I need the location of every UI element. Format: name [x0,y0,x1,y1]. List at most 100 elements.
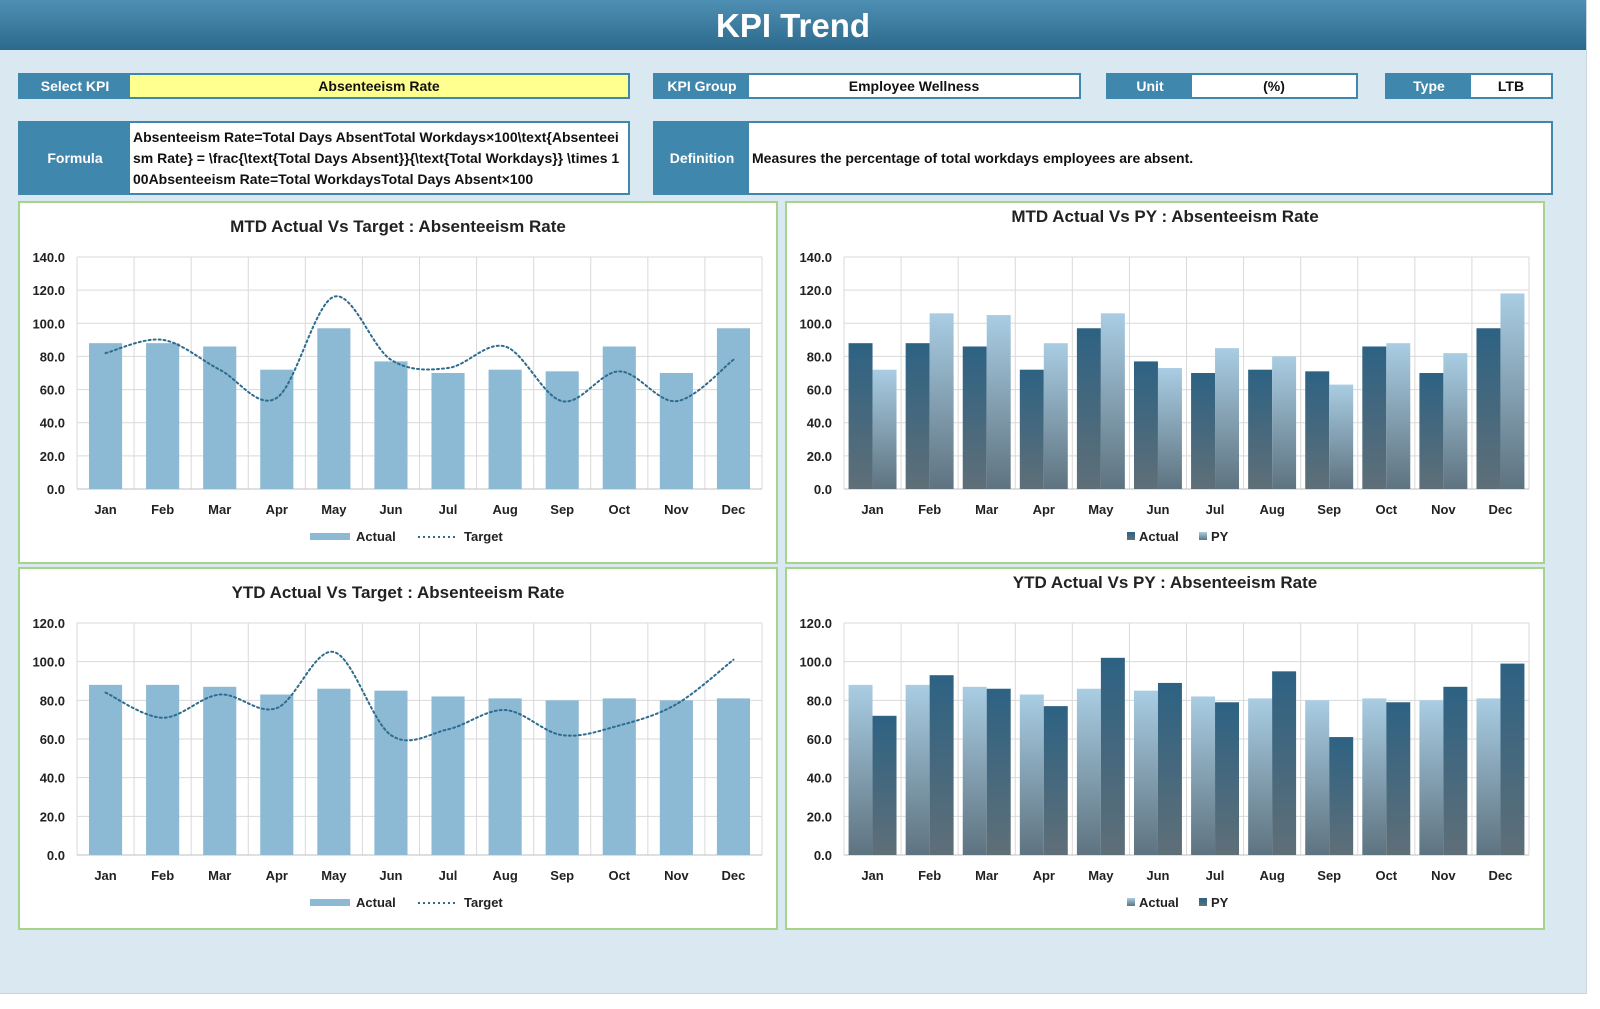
legend-label: Target [464,895,503,910]
bar-actual [905,343,930,489]
bar-py [1272,671,1297,855]
x-tick-label: Oct [608,502,630,517]
chart-title: YTD Actual Vs Target : Absenteeism Rate [231,583,565,602]
y-tick-label: 0.0 [814,848,832,863]
x-tick-label: Jul [439,502,458,517]
bar-actual [545,371,579,489]
y-tick-label: 80.0 [40,349,65,364]
kpi-group-value: Employee Wellness [749,75,1079,97]
y-tick-label: 20.0 [40,809,65,824]
bar-py [1215,348,1240,489]
x-tick-label: Nov [664,868,689,883]
bar-actual [1305,371,1330,489]
bar-actual [1133,361,1158,489]
y-tick-label: 100.0 [32,655,65,670]
x-tick-label: Jul [1206,868,1225,883]
x-tick-label: Sep [1317,502,1341,517]
x-tick-label: Jun [379,502,402,517]
bar-py [1100,313,1125,489]
y-tick-label: 40.0 [40,416,65,431]
bar-actual [848,684,873,855]
legend-swatch [310,899,350,906]
bar-actual [716,698,751,855]
x-tick-label: Feb [918,502,941,517]
bar-py [1329,737,1354,855]
bar-actual [1362,346,1387,489]
bar-actual [962,346,987,489]
bar-py [1272,356,1297,489]
mtd-actual-vs-target-chart: MTD Actual Vs Target : Absenteeism Rate … [18,201,778,564]
y-tick-label: 40.0 [807,416,832,431]
x-tick-label: Sep [550,502,574,517]
x-tick-label: Apr [266,868,288,883]
chart-title: MTD Actual Vs Target : Absenteeism Rate [230,217,566,236]
x-tick-label: Jun [1146,868,1169,883]
legend-swatch [1199,898,1207,906]
x-tick-label: Oct [1375,868,1397,883]
bar-py [1157,368,1182,489]
x-tick-label: Feb [151,868,174,883]
x-tick-label: Jan [94,502,116,517]
unit-label: Unit [1108,75,1192,97]
legend-swatch [1199,532,1207,540]
bar-py [986,688,1011,855]
y-tick-label: 80.0 [40,693,65,708]
x-tick-label: Aug [492,502,517,517]
y-tick-label: 20.0 [807,809,832,824]
bar-py [929,675,954,855]
chart-title: YTD Actual Vs PY : Absenteeism Rate [1012,573,1318,592]
bar-py [1443,353,1468,489]
y-tick-label: 0.0 [814,482,832,497]
bar-actual [431,373,465,489]
legend-label: Target [464,529,503,544]
bar-actual [317,328,351,489]
bar-actual [203,686,237,855]
chart-svg: 0.0 20.0 40.0 60.0 80.0 100.0 120.0 140.0 Jan Feb… [799,250,1530,544]
unit-value: (%) [1192,75,1356,97]
legend-label: Actual [1139,529,1179,544]
x-tick-label: Dec [722,502,746,517]
kpi-group-label: KPI Group [655,75,749,97]
bar-actual [488,698,522,855]
bar-actual [1419,700,1444,855]
y-tick-label: 40.0 [40,771,65,786]
x-tick-label: Apr [266,502,288,517]
select-kpi-dropdown[interactable]: Absenteeism Rate [130,75,628,97]
x-tick-label: Dec [1489,502,1513,517]
bar-actual [716,328,751,489]
x-tick-label: Apr [1033,868,1055,883]
formula-label: Formula [20,123,130,193]
page-title: KPI Trend [0,0,1586,50]
bar-py [1043,706,1068,855]
bar-actual [1019,369,1044,489]
definition-label: Definition [655,123,749,193]
x-tick-label: Jul [439,868,458,883]
bar-actual [602,346,636,489]
x-tick-label: May [321,502,347,517]
bar-py [1500,293,1525,489]
mtd-actual-vs-py-chart: MTD Actual Vs PY : Absenteeism Rate 0.0 2… [785,201,1545,564]
formula-field: Formula Absenteeism Rate=Total Days Abse… [18,121,630,195]
y-tick-label: 120.0 [32,616,65,631]
bar-actual [431,696,465,855]
legend-label: Actual [1139,895,1179,910]
y-tick-label: 0.0 [47,848,65,863]
y-tick-label: 140.0 [32,250,65,265]
bar-actual [317,688,351,855]
x-tick-label: Oct [1375,502,1397,517]
bar-py [1043,343,1068,489]
bar-actual [962,686,987,855]
bar-actual [545,700,579,855]
bar-actual [602,698,636,855]
x-tick-label: Mar [975,868,998,883]
y-tick-label: 20.0 [807,449,832,464]
bar-py [1443,686,1468,855]
bar-py [929,313,954,489]
bar-actual [1419,373,1444,489]
formula-value: Absenteeism Rate=Total Days AbsentTotal … [130,123,628,193]
y-tick-label: 80.0 [807,693,832,708]
x-tick-label: Nov [1431,502,1456,517]
x-tick-label: Mar [975,502,998,517]
legend-label: PY [1211,895,1229,910]
bar-py [872,369,897,489]
